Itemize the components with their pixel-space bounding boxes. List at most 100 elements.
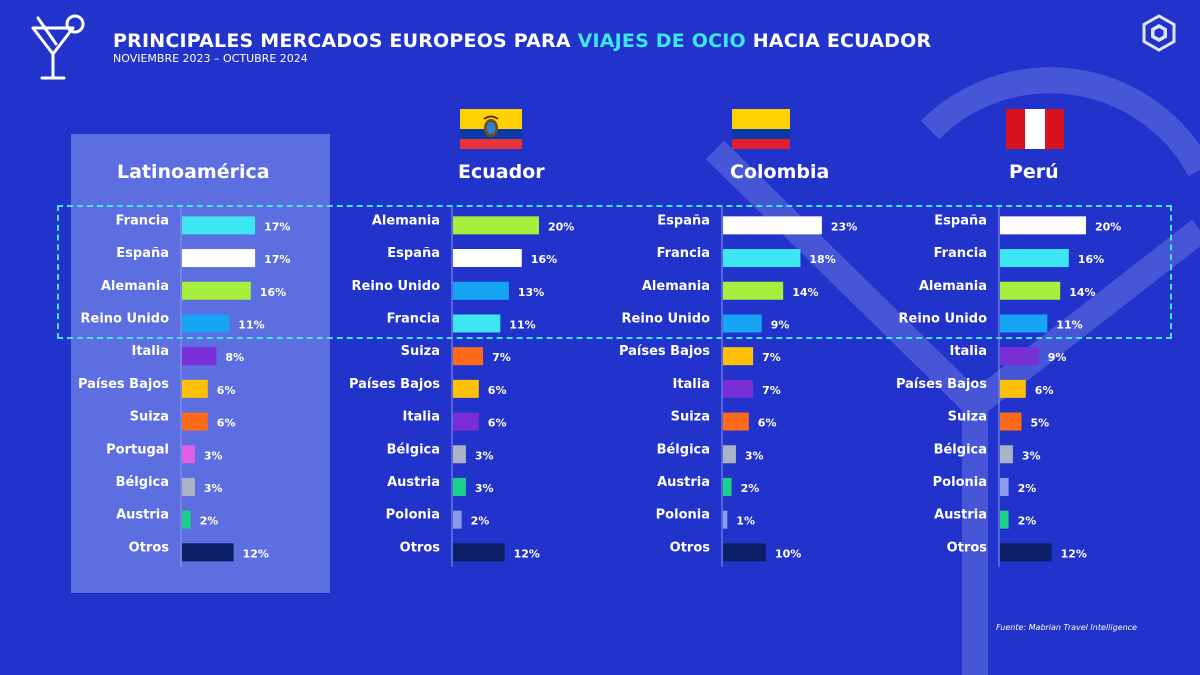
peru-bar [1000,216,1086,235]
colombia-bar [723,379,754,398]
ecuador-category-label: Bélgica [387,442,440,457]
colombia-value-label: 1% [736,515,755,528]
ecuador-bar [453,412,479,431]
peru-value-label: 9% [1048,351,1067,364]
peru-title: Perú [1009,161,1059,183]
colombia-category-label: Bélgica [657,442,710,457]
ecuador-flag-icon [460,109,522,149]
peru-bar [1000,510,1009,529]
latam-value-label: 8% [225,351,244,364]
latam-value-label: 17% [264,253,290,266]
ecuador-bar [453,249,522,268]
latam-bar [182,314,230,333]
peru-category-label: España [934,213,987,228]
ecuador-bar [453,477,466,496]
ecuador-category-label: Otros [400,540,441,555]
ecuador-category-label: España [387,246,440,261]
source-note: Fuente: Mabrian Travel Intelligence [996,623,1137,632]
latam-value-label: 6% [217,417,236,430]
colombia-bar [723,216,822,235]
peru-category-label: Austria [934,508,987,523]
ecuador-category-label: Italia [402,410,440,425]
colombia-bar [723,412,749,431]
latam-category-label: Países Bajos [78,377,169,392]
peru-bar [1000,379,1026,398]
title-part-1: PRINCIPALES MERCADOS EUROPEOS PARA [113,30,578,52]
latam-bar [182,543,234,562]
peru-category-label: Bélgica [934,442,987,457]
latam-category-label: Portugal [106,442,169,457]
ecuador-bar [453,445,466,464]
latam-bar [182,379,208,398]
colombia-value-label: 7% [762,384,781,397]
peru-value-label: 2% [1018,515,1037,528]
colombia-category-label: Suiza [671,410,710,425]
ecuador-bar [453,543,505,562]
latam-category-label: Reino Unido [81,311,170,326]
latam-bar [182,412,208,431]
peru-category-label: Reino Unido [899,311,988,326]
ecuador-category-label: Suiza [401,344,440,359]
ecuador-value-label: 2% [471,515,490,528]
ecuador-bar [453,510,462,529]
latam-value-label: 3% [204,482,223,495]
ecuador-category-label: Reino Unido [352,279,441,294]
peru-value-label: 11% [1056,318,1082,331]
colombia-category-label: Países Bajos [619,344,710,359]
peru-bar [1000,543,1052,562]
latam-value-label: 3% [204,449,223,462]
colombia-value-label: 10% [775,547,801,560]
ecuador-value-label: 6% [488,417,507,430]
latam-bar [182,510,191,529]
title-part-2: HACIA ECUADOR [745,30,932,52]
peru-bar [1000,347,1039,366]
peru-category-label: Países Bajos [896,377,987,392]
latam-bar [182,477,195,496]
title-highlight: VIAJES DE OCIO [577,30,746,52]
latam-title: Latinoamérica [117,161,270,183]
colombia-value-label: 2% [741,482,760,495]
colombia-bar [723,477,732,496]
latam-category-label: Alemania [101,279,169,294]
colombia-value-label: 18% [809,253,835,266]
peru-category-label: Otros [947,540,988,555]
peru-value-label: 6% [1035,384,1054,397]
ecuador-category-label: Alemania [372,213,440,228]
peru-value-label: 16% [1078,253,1104,266]
colombia-flag-icon [732,109,790,149]
ecuador-bar [453,281,509,300]
peru-category-label: Polonia [933,475,987,490]
ecuador-value-label: 16% [531,253,557,266]
peru-category-label: Francia [934,246,987,261]
peru-bar [1000,412,1022,431]
ecuador-bar [453,314,501,333]
latam-category-label: Suiza [130,410,169,425]
peru-bar [1000,314,1048,333]
colombia-bar [723,281,784,300]
ecuador-value-label: 3% [475,482,494,495]
ecuador-category-label: Polonia [386,508,440,523]
cocktail-glass-icon [31,14,85,80]
peru-bar [1000,281,1061,300]
colombia-value-label: 6% [758,417,777,430]
ecuador-bar [453,379,479,398]
peru-category-label: Alemania [919,279,987,294]
colombia-category-label: Alemania [642,279,710,294]
peru-value-label: 12% [1061,547,1087,560]
colombia-bar [723,314,762,333]
latam-value-label: 6% [217,384,236,397]
peru-category-label: Italia [949,344,987,359]
peru-value-label: 5% [1031,417,1050,430]
latam-value-label: 16% [260,286,286,299]
colombia-bar [723,445,736,464]
ecuador-category-label: Francia [387,311,440,326]
colombia-category-label: Francia [657,246,710,261]
colombia-value-label: 7% [762,351,781,364]
colombia-value-label: 9% [771,318,790,331]
ecuador-value-label: 13% [518,286,544,299]
latam-value-label: 17% [264,220,290,233]
ecuador-category-label: Austria [387,475,440,490]
ecuador-value-label: 6% [488,384,507,397]
latam-value-label: 12% [243,547,269,560]
